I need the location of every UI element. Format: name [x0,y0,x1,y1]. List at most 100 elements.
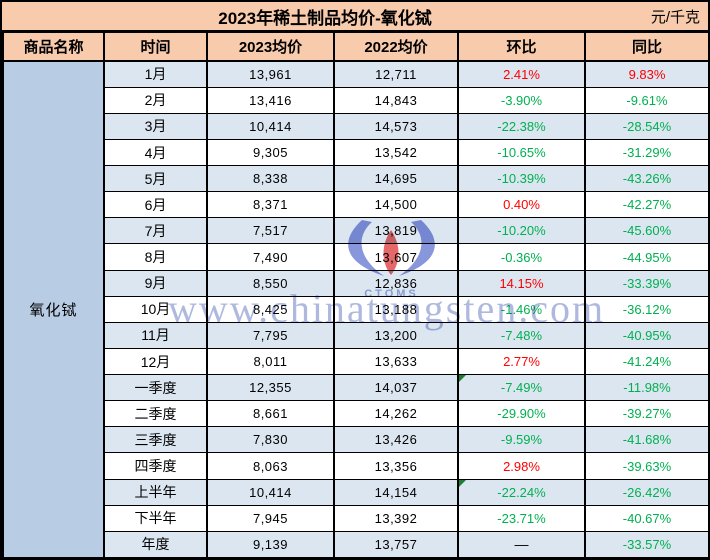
avg-2023-cell: 8,371 [206,191,335,219]
avg-2023-cell: 7,945 [206,504,335,532]
table-row: 8月 7,490 13,607 -0.36% -44.95% [3,243,708,271]
table-row: 下半年 7,945 13,392 -23.71% -40.67% [3,504,708,532]
yoy-cell: 9.83% [584,60,708,88]
avg-2023-cell: 13,416 [206,86,335,114]
period-cell: 11月 [103,321,208,349]
period-cell: 二季度 [103,400,208,428]
yoy-cell: -31.29% [584,138,708,167]
avg-2022-cell: 12,836 [333,269,459,297]
period-cell: 年度 [103,530,208,558]
avg-2022-cell: 13,633 [333,347,459,376]
avg-2023-cell: 8,661 [206,400,335,428]
period-cell: 9月 [103,269,208,297]
mom-cell: -7.49% [457,374,586,402]
table-title-bar: 2023年稀土制品均价-氧化铽 元/千克 [2,2,708,32]
yoy-cell: -39.27% [584,400,708,428]
avg-2022-cell: 14,573 [333,112,459,140]
header-row: 商品名称 时间 2023均价 2022均价 环比 同比 [2,32,708,62]
mom-cell: -3.90% [457,86,586,114]
avg-2022-cell: 14,154 [333,478,459,506]
yoy-cell: -9.61% [584,86,708,114]
period-cell: 2月 [103,86,208,114]
yoy-cell: -41.24% [584,347,708,376]
yoy-cell: -26.42% [584,478,708,506]
period-cell: 四季度 [103,452,208,480]
yoy-cell: -43.26% [584,165,708,193]
table-row: 2月 13,416 14,843 -3.90% -9.61% [3,86,708,114]
period-cell: 8月 [103,243,208,271]
table-row: 5月 8,338 14,695 -10.39% -43.26% [3,165,708,193]
product-name-cell: 氧化铽 [2,60,105,558]
mom-cell: — [457,530,586,558]
avg-2022-cell: 13,200 [333,321,459,349]
avg-2022-cell: 13,188 [333,295,459,323]
col-header-avg-2022: 2022均价 [333,32,459,62]
table-row: 12月 8,011 13,633 2.77% -41.24% [3,347,708,376]
mom-cell: -29.90% [457,400,586,428]
period-cell: 10月 [103,295,208,323]
mom-cell: 2.77% [457,347,586,376]
avg-2023-cell: 8,550 [206,269,335,297]
mom-cell: -22.38% [457,112,586,140]
period-cell: 上半年 [103,478,208,506]
mom-cell: 0.40% [457,191,586,219]
period-cell: 三季度 [103,426,208,454]
table-row: 一季度 12,355 14,037 -7.49% -11.98% [3,374,708,402]
avg-2023-cell: 7,830 [206,426,335,454]
avg-2023-cell: 8,011 [206,347,335,376]
table-row: 上半年 10,414 14,154 -22.24% -26.42% [3,478,708,506]
avg-2023-cell: 10,414 [206,112,335,140]
yoy-cell: -39.63% [584,452,708,480]
table-row: 4月 9,305 13,542 -10.65% -31.29% [3,138,708,167]
avg-2023-cell: 9,305 [206,138,335,167]
avg-2023-cell: 8,425 [206,295,335,323]
avg-2023-cell: 7,490 [206,243,335,271]
col-header-avg-2023: 2023均价 [206,32,335,62]
avg-2022-cell: 14,695 [333,165,459,193]
table-row: 氧化铽 1月 13,961 12,711 2.41% 9.83% [2,60,708,558]
avg-2022-cell: 14,037 [333,374,459,402]
avg-2023-cell: 8,338 [206,165,335,193]
col-header-period: 时间 [103,32,208,62]
mom-cell: -23.71% [457,504,586,532]
mom-cell: -9.59% [457,426,586,454]
mom-cell: -10.39% [457,165,586,193]
table-row: 9月 8,550 12,836 14.15% -33.39% [3,269,708,297]
yoy-cell: -28.54% [584,112,708,140]
mom-cell: -7.48% [457,321,586,349]
period-cell: 12月 [103,347,208,376]
mom-cell: 14.15% [457,269,586,297]
yoy-cell: -40.95% [584,321,708,349]
avg-2022-cell: 14,262 [333,400,459,428]
avg-2022-cell: 13,392 [333,504,459,532]
mom-cell: -1.46% [457,295,586,323]
mom-cell: -10.20% [457,217,586,245]
avg-2022-cell: 12,711 [333,60,459,88]
avg-2023-cell: 7,795 [206,321,335,349]
mom-cell: -22.24% [457,478,586,506]
yoy-cell: -36.12% [584,295,708,323]
avg-2023-cell: 12,355 [206,374,335,402]
avg-2023-cell: 8,063 [206,452,335,480]
table-row: 二季度 8,661 14,262 -29.90% -39.27% [3,400,708,428]
mom-cell: 2.98% [457,452,586,480]
period-cell: 下半年 [103,504,208,532]
table-row: 四季度 8,063 13,356 2.98% -39.63% [3,452,708,480]
table-row: 三季度 7,830 13,426 -9.59% -41.68% [3,426,708,454]
table-row: 10月 8,425 13,188 -1.46% -36.12% [3,295,708,323]
yoy-cell: -33.57% [584,530,708,558]
period-cell: 一季度 [103,374,208,402]
period-cell: 7月 [103,217,208,245]
avg-2022-cell: 13,757 [333,530,459,558]
mom-cell: -10.65% [457,138,586,167]
yoy-cell: -33.39% [584,269,708,297]
yoy-cell: -11.98% [584,374,708,402]
avg-2022-cell: 13,426 [333,426,459,454]
avg-2022-cell: 13,607 [333,243,459,271]
table-row: 11月 7,795 13,200 -7.48% -40.95% [3,321,708,349]
avg-2023-cell: 9,139 [206,530,335,558]
col-header-mom: 环比 [457,32,586,62]
avg-2022-cell: 13,819 [333,217,459,245]
avg-2023-cell: 7,517 [206,217,335,245]
